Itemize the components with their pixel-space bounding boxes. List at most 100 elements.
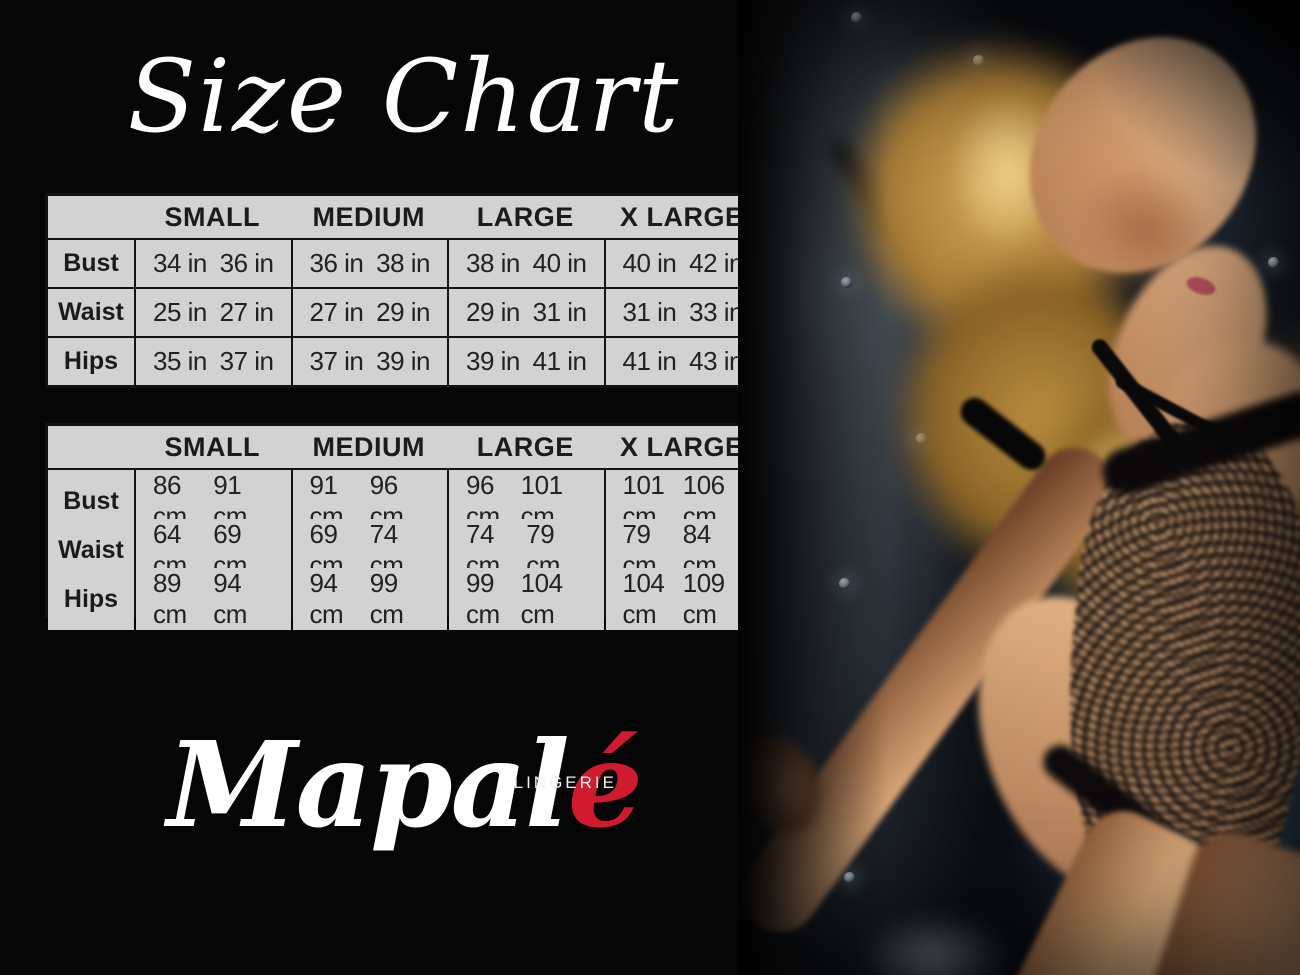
hip-shape: [937, 563, 1239, 927]
value: 38 in: [376, 248, 430, 278]
hair-highlight: [948, 90, 1068, 250]
value: 39 in: [376, 346, 430, 376]
value: 99 cm: [466, 568, 500, 629]
table-row-hips: Hips 89 cm 94 cm 94 cm 99 cm 99 cm 104 cm 1…: [48, 568, 760, 630]
model-photo: [738, 0, 1300, 975]
face-shape: [983, 0, 1300, 319]
cell-waist-small: 25 in 27 in: [136, 289, 291, 336]
row-label: Waist: [48, 289, 134, 336]
cell-bust-small: 34 in 36 in: [136, 240, 291, 287]
table-header-row: SMALL MEDIUM LARGE X LARGE: [48, 426, 760, 468]
cell-hips-medium: 37 in 39 in: [292, 338, 447, 385]
value: 40 in: [532, 248, 587, 278]
value: 94 cm: [309, 568, 344, 629]
size-table-centimeters: SMALL MEDIUM LARGE X LARGE Bust 86 cm 91 …: [45, 423, 763, 630]
table-row-waist: Waist 64 cm 69 cm 69 cm 74 cm 74 cm 79 cm 7…: [48, 519, 760, 581]
chest-shape: [1140, 324, 1300, 546]
value: 27 in: [219, 297, 274, 327]
hair-shape: [1151, 285, 1300, 695]
column-header-medium: MEDIUM: [312, 431, 425, 462]
value: 39 in: [466, 346, 520, 376]
tuft-button: [973, 55, 984, 66]
value: 29 in: [466, 297, 520, 327]
value: 89 cm: [153, 568, 187, 629]
thigh-shape: [1118, 822, 1300, 975]
lips-shape: [1184, 273, 1218, 299]
arm-shape: [738, 432, 1130, 948]
column-header-large: LARGE: [476, 431, 574, 462]
cell-bust-xlarge: 40 in 42 in: [605, 240, 760, 287]
value: 94 cm: [213, 568, 247, 629]
value: 41 in: [622, 346, 677, 376]
table-row-bust: Bust 86 cm 91 cm 91 cm 96 cm 96 cm 101 cm 1…: [48, 470, 760, 532]
brand-tagline: LINGERIE: [513, 773, 617, 792]
backdrop-glow: [858, 915, 1008, 975]
table-row-waist: Waist 25 in 27 in 27 in 29 in 29 in 31 in 3…: [48, 289, 760, 336]
value: 36 in: [309, 248, 364, 278]
value: 101 cm: [520, 470, 563, 531]
value: 43 in: [689, 346, 743, 376]
tuft-button: [916, 433, 927, 444]
cell-bust-medium: 36 in 38 in: [292, 240, 447, 287]
cell-bust-large: 38 in 40 in: [449, 240, 604, 287]
tuft-button: [839, 578, 850, 589]
value: 109 cm: [682, 568, 725, 629]
neck-shape: [1078, 220, 1298, 480]
lace-bodysuit: [1040, 408, 1300, 972]
upholstery-crease: [1180, 670, 1300, 790]
value: 37 in: [219, 346, 274, 376]
tuft-button: [906, 167, 917, 178]
arm-band-strap: [954, 392, 1052, 476]
value: 42 in: [689, 248, 743, 278]
column-header-large: LARGE: [476, 201, 574, 232]
value: 33 in: [689, 297, 743, 327]
hair-shape: [888, 250, 1188, 580]
brand-logo-script: Mapalé LINGERIE: [167, 705, 643, 865]
cell-waist-xlarge: 31 in 33 in: [605, 289, 760, 336]
halter-strap: [1113, 374, 1235, 446]
brand-name-main: Mapal: [167, 715, 570, 854]
value: 35 in: [153, 346, 207, 376]
cell-hips-small: 35 in 37 in: [136, 338, 291, 385]
value: 104 cm: [520, 568, 563, 629]
value: 38 in: [466, 248, 520, 278]
row-label: Bust: [48, 240, 134, 287]
upholstery-crease: [1172, 513, 1284, 625]
value: 34 in: [153, 248, 207, 278]
size-table-inches: SMALL MEDIUM LARGE X LARGE Bust 34 in 36 …: [45, 193, 763, 388]
tuft-button: [851, 12, 862, 23]
value: 40 in: [622, 248, 677, 278]
brand-name-accent-letter: é: [567, 715, 643, 854]
tuft-button: [1268, 257, 1279, 268]
column-header-small: SMALL: [164, 431, 260, 462]
lace-bra-edge: [1096, 385, 1300, 501]
column-header-xlarge: X LARGE: [619, 201, 744, 232]
table-header-row: SMALL MEDIUM LARGE X LARGE: [48, 196, 760, 238]
tuft-button: [844, 872, 855, 883]
value: 41 in: [532, 346, 587, 376]
value: 29 in: [376, 297, 430, 327]
cheek-shadow: [1048, 140, 1238, 320]
column-header-small: SMALL: [164, 201, 260, 232]
value: 31 in: [532, 297, 587, 327]
value: 74 cm: [369, 519, 404, 580]
value: 104 cm: [622, 568, 665, 629]
value: 27 in: [309, 297, 364, 327]
column-header-medium: MEDIUM: [312, 201, 425, 232]
cell-hips-xlarge: 41 in 43 in: [605, 338, 760, 385]
hair-shape: [1028, 360, 1300, 660]
hand-shape: [738, 723, 836, 847]
page-title: Size Chart: [127, 38, 681, 155]
cell-waist-medium: 27 in 29 in: [292, 289, 447, 336]
table-row-hips: Hips 35 in 37 in 37 in 39 in 39 in 41 in 41…: [48, 338, 760, 385]
cell-hips-medium: 94 cm 99 cm: [292, 568, 447, 630]
row-label: Hips: [48, 568, 134, 630]
thigh-shape: [964, 797, 1222, 975]
value: 99 cm: [369, 568, 404, 629]
column-header-xlarge: X LARGE: [619, 431, 744, 462]
tuft-button: [841, 277, 852, 288]
tuft-button: [1169, 748, 1180, 759]
value: 69 cm: [213, 519, 247, 580]
brand-logo: Mapalé LINGERIE: [45, 705, 763, 865]
